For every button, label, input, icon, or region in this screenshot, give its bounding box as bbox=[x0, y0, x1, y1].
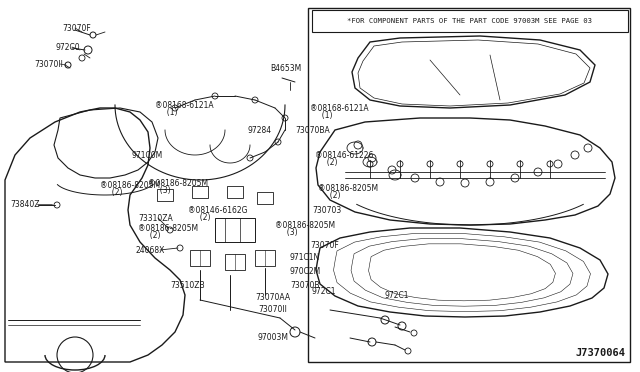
Text: 73070F: 73070F bbox=[310, 241, 339, 250]
Text: 73070II: 73070II bbox=[34, 60, 63, 68]
Text: 73070F: 73070F bbox=[62, 23, 91, 32]
Text: (2): (2) bbox=[322, 157, 337, 167]
Text: 73840Z: 73840Z bbox=[10, 199, 40, 208]
Text: J7370064: J7370064 bbox=[575, 348, 625, 358]
Text: 73070B: 73070B bbox=[290, 280, 319, 289]
Text: 24068X: 24068X bbox=[135, 246, 164, 254]
Text: 73070AA: 73070AA bbox=[255, 294, 290, 302]
Text: 73070II: 73070II bbox=[258, 305, 287, 314]
Text: (2): (2) bbox=[325, 190, 340, 199]
Text: 971C0M: 971C0M bbox=[132, 151, 163, 160]
Text: ®08186-8205M: ®08186-8205M bbox=[318, 183, 378, 192]
Text: 972C1: 972C1 bbox=[385, 291, 410, 299]
Text: 73310ZA: 73310ZA bbox=[138, 214, 173, 222]
Text: (3): (3) bbox=[282, 228, 298, 237]
Text: (2): (2) bbox=[145, 231, 161, 240]
Text: *FOR COMPONENT PARTS OF THE PART CODE 97003M SEE PAGE 03: *FOR COMPONENT PARTS OF THE PART CODE 97… bbox=[348, 18, 593, 24]
Text: (3): (3) bbox=[155, 186, 171, 195]
Text: ®08186-8205M: ®08186-8205M bbox=[138, 224, 198, 232]
Text: (1): (1) bbox=[317, 110, 333, 119]
Text: ®08186-8205M: ®08186-8205M bbox=[275, 221, 335, 230]
Text: (2): (2) bbox=[195, 212, 211, 221]
Text: ®08168-6121A: ®08168-6121A bbox=[310, 103, 369, 112]
Text: 730703: 730703 bbox=[312, 205, 341, 215]
Text: 97003M: 97003M bbox=[258, 334, 289, 343]
Text: 972C1: 972C1 bbox=[312, 288, 337, 296]
Text: ®08186-8205M: ®08186-8205M bbox=[100, 180, 160, 189]
Text: (1): (1) bbox=[162, 108, 177, 116]
Text: 73070BA: 73070BA bbox=[295, 125, 330, 135]
Text: 972C0: 972C0 bbox=[55, 42, 79, 51]
Text: 971C1N: 971C1N bbox=[290, 253, 320, 263]
Text: ®08186-8205M: ®08186-8205M bbox=[148, 179, 208, 187]
Text: ®08146-6162G: ®08146-6162G bbox=[188, 205, 248, 215]
Text: (2): (2) bbox=[107, 187, 122, 196]
Text: ®08168-6121A: ®08168-6121A bbox=[155, 100, 214, 109]
Text: B4653M: B4653M bbox=[270, 64, 301, 73]
Text: 97284: 97284 bbox=[248, 125, 272, 135]
Text: ®08146-61226: ®08146-61226 bbox=[315, 151, 373, 160]
Text: 970C2M: 970C2M bbox=[290, 267, 321, 276]
Text: 73510ZB: 73510ZB bbox=[170, 280, 205, 289]
